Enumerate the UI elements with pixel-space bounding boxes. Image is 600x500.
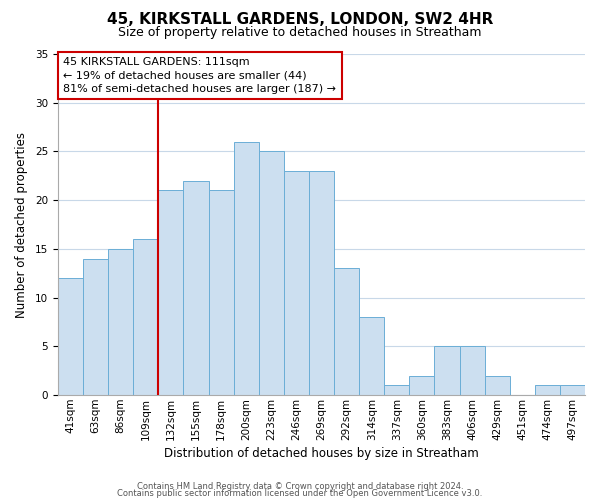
Bar — [259, 152, 284, 395]
Bar — [209, 190, 233, 395]
Bar — [560, 386, 585, 395]
Bar — [309, 171, 334, 395]
Bar — [460, 346, 485, 395]
Bar — [334, 268, 359, 395]
Bar — [233, 142, 259, 395]
Text: 45, KIRKSTALL GARDENS, LONDON, SW2 4HR: 45, KIRKSTALL GARDENS, LONDON, SW2 4HR — [107, 12, 493, 28]
Bar — [158, 190, 184, 395]
Text: Contains HM Land Registry data © Crown copyright and database right 2024.: Contains HM Land Registry data © Crown c… — [137, 482, 463, 491]
Bar — [108, 249, 133, 395]
Bar — [409, 376, 434, 395]
Bar — [58, 278, 83, 395]
Bar — [434, 346, 460, 395]
Bar — [83, 258, 108, 395]
Text: Size of property relative to detached houses in Streatham: Size of property relative to detached ho… — [118, 26, 482, 39]
Bar — [184, 180, 209, 395]
Bar — [133, 239, 158, 395]
Text: Contains public sector information licensed under the Open Government Licence v3: Contains public sector information licen… — [118, 489, 482, 498]
Bar — [535, 386, 560, 395]
Bar — [384, 386, 409, 395]
Bar — [284, 171, 309, 395]
Text: 45 KIRKSTALL GARDENS: 111sqm
← 19% of detached houses are smaller (44)
81% of se: 45 KIRKSTALL GARDENS: 111sqm ← 19% of de… — [63, 58, 336, 94]
X-axis label: Distribution of detached houses by size in Streatham: Distribution of detached houses by size … — [164, 447, 479, 460]
Bar — [359, 317, 384, 395]
Y-axis label: Number of detached properties: Number of detached properties — [15, 132, 28, 318]
Bar — [485, 376, 510, 395]
